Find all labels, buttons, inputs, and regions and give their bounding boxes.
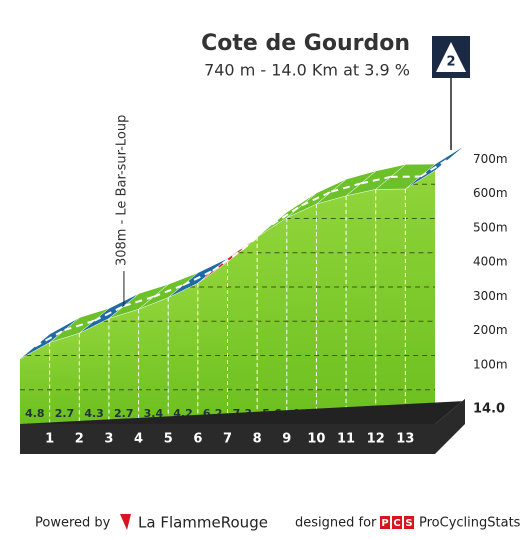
km-label: 13 <box>396 432 414 447</box>
km-label: 3 <box>104 432 113 447</box>
gradient-label: 2.7 <box>55 407 75 420</box>
profile: 100m 200m 300m 400m 500m 600m 700m 4.8 2.7 4.3 2.7… <box>19 145 508 454</box>
total-distance: 14.0 <box>473 402 505 417</box>
road-line <box>182 269 214 287</box>
y-tick-label: 700m <box>473 152 508 166</box>
road-line <box>34 329 66 348</box>
road-line <box>360 175 391 185</box>
front-face <box>108 309 139 424</box>
gradient-label: 3.4 <box>144 407 164 420</box>
pcs-box <box>404 516 414 529</box>
y-tick-label: 600m <box>473 186 508 200</box>
front-face <box>257 217 287 424</box>
footer-designed: designed for <box>295 516 377 531</box>
pcs-letter: P <box>381 518 388 529</box>
road-line <box>93 305 125 322</box>
km-label: 5 <box>164 432 173 447</box>
chart-subtitle: 740 m - 14.0 Km at 3.9 % <box>204 61 410 80</box>
km-label: 9 <box>282 432 291 447</box>
front-face <box>79 318 109 424</box>
y-tick-label: 300m <box>473 289 508 303</box>
annotation: 308m - Le Bar-sur-Loup <box>114 115 129 266</box>
y-tick-label: 200m <box>473 323 508 337</box>
km-label: 4 <box>134 432 143 447</box>
front-face <box>286 204 317 424</box>
pcs-letter: C <box>393 518 400 529</box>
road-line <box>419 157 451 178</box>
front-face <box>168 283 198 424</box>
road-line <box>271 204 303 226</box>
gradient-label: 4.3 <box>84 407 104 420</box>
front-face <box>227 236 258 424</box>
road-line <box>153 284 184 298</box>
km-label: 2 <box>75 432 84 447</box>
chart-title: Cote de Gourdon <box>201 31 410 56</box>
footer-brand: La FlammeRouge <box>138 514 268 532</box>
pcs-box <box>380 516 390 529</box>
y-tick-label: 400m <box>473 255 508 269</box>
footer-powered: Powered by <box>35 516 111 531</box>
road-line <box>331 182 362 193</box>
base-strip <box>20 399 465 454</box>
gradient-label: 2.7 <box>114 407 134 420</box>
pcs-box <box>392 516 402 529</box>
front-face <box>20 342 50 424</box>
km-label: 11 <box>337 432 355 447</box>
km-label: 10 <box>307 432 325 447</box>
road-line <box>241 223 273 251</box>
y-tick-label: 100m <box>473 357 508 371</box>
gradient-label: 4.8 <box>25 407 45 420</box>
marker-label: 2 <box>446 55 455 70</box>
road-line <box>64 319 95 331</box>
front-face <box>405 170 435 424</box>
km-label: 1 <box>45 432 54 447</box>
km-label: 7 <box>223 432 232 447</box>
road-line <box>123 295 154 307</box>
km-label: 8 <box>253 432 262 447</box>
pcs-letter: S <box>405 518 412 529</box>
front-face <box>197 261 228 424</box>
road-line <box>301 190 332 207</box>
flame-icon <box>120 514 131 530</box>
front-face <box>138 297 169 424</box>
road-line <box>212 248 244 272</box>
y-tick-label: 500m <box>473 220 508 234</box>
front-face <box>346 189 376 424</box>
km-label: 12 <box>367 432 385 447</box>
base-top <box>20 399 465 424</box>
front-face <box>375 189 406 424</box>
marker-triangle <box>436 42 466 72</box>
footer-site: ProCyclingStats <box>419 516 521 531</box>
km-label: 6 <box>193 432 202 447</box>
